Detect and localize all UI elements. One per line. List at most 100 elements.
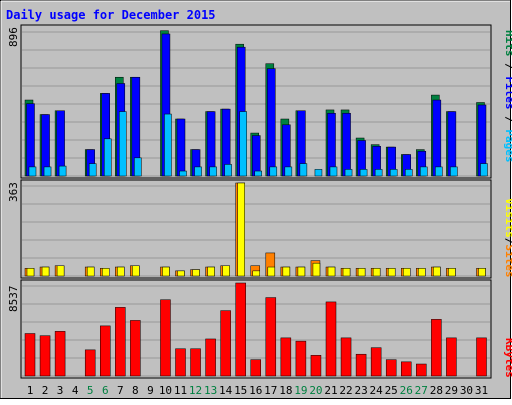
bar-visits: [478, 268, 486, 277]
bar-pages: [209, 166, 217, 177]
bar-visits: [177, 270, 185, 277]
x-axis-labels: 1 2 3 4 5 6 7 8 9 10 11 12 13 14 15 16 17 18 19 20 21 22 23 24 2…: [27, 384, 488, 397]
bar-visits: [207, 266, 215, 277]
x-tick-label: 12: [189, 384, 202, 397]
bar-kbytes: [130, 320, 141, 377]
bar-files: [447, 111, 457, 177]
bar-visits: [56, 265, 65, 277]
x-tick-label: 6: [102, 384, 109, 397]
bar-pages: [420, 166, 428, 177]
bar-pages: [284, 166, 293, 177]
x-tick-label: 5: [87, 384, 94, 397]
ymax-label-middle: 363: [7, 182, 20, 202]
bar-pages: [389, 169, 398, 177]
bar-kbytes: [310, 355, 322, 377]
svg-text:KBytes: KBytes: [503, 338, 512, 378]
bar-visits: [433, 266, 441, 277]
legend-visits-label: Visits: [503, 198, 512, 238]
x-tick-label: 9: [147, 384, 154, 397]
bar-kbytes: [160, 299, 171, 377]
bar-kbytes: [54, 331, 66, 377]
bar-kbytes: [250, 359, 261, 377]
x-tick-label: 24: [370, 384, 384, 397]
bar-kbytes: [205, 338, 216, 377]
bar-pages: [269, 166, 278, 177]
x-tick-label: 20: [309, 384, 322, 397]
x-tick-label: 17: [264, 384, 277, 397]
bar-kbytes: [115, 307, 126, 377]
bar-pages: [254, 170, 262, 177]
chart-title: Daily usage for December 2015: [6, 8, 216, 22]
x-tick-label: 4: [72, 384, 79, 397]
bar-visits: [26, 268, 35, 277]
bar-pages: [405, 169, 413, 177]
bar-layer: [24, 30, 488, 377]
bar-kbytes: [100, 325, 111, 377]
bar-kbytes: [446, 337, 457, 377]
bar-pages: [374, 169, 383, 177]
bar-files: [342, 112, 351, 177]
bar-files: [327, 112, 336, 177]
bar-visits: [327, 266, 336, 277]
x-tick-label: 26: [400, 384, 413, 397]
bar-files: [432, 99, 442, 177]
bar-kbytes: [325, 301, 337, 377]
x-tick-label: 25: [385, 384, 398, 397]
bar-visits: [342, 268, 351, 277]
x-tick-label: 21: [324, 384, 337, 397]
bar-files: [252, 135, 261, 177]
x-tick-label: 1: [27, 384, 34, 397]
legend-bottom: KBytes: [503, 338, 512, 378]
bar-pages: [480, 163, 488, 177]
x-tick-label: 15: [234, 384, 247, 397]
bar-pages: [28, 166, 37, 177]
x-tick-label: 22: [339, 384, 352, 397]
bar-pages: [299, 163, 308, 177]
bar-kbytes: [220, 310, 231, 377]
bar-visits: [418, 268, 426, 277]
ymax-label-top: 896: [7, 27, 20, 47]
x-tick-label: 23: [354, 384, 367, 397]
bar-files: [206, 111, 216, 177]
x-tick-label: 31: [475, 384, 488, 397]
x-tick-label: 18: [279, 384, 292, 397]
bar-visits: [162, 266, 170, 277]
bar-visits: [312, 262, 321, 277]
bar-pages: [179, 170, 187, 177]
bar-pages: [194, 166, 202, 177]
legend-sites-label: Sites: [503, 244, 512, 277]
bar-visits: [132, 265, 140, 277]
svg-text:Hits / Files / Pages: Hits / Files / Pages: [503, 30, 512, 163]
bar-pages: [58, 165, 67, 177]
x-tick-label: 2: [42, 384, 49, 397]
x-tick-label: 11: [174, 384, 187, 397]
bar-pages: [43, 166, 52, 177]
bar-pages: [314, 169, 323, 177]
bar-visits: [267, 266, 276, 277]
bar-visits: [252, 270, 260, 277]
bar-kbytes: [370, 347, 382, 377]
x-tick-label: 30: [460, 384, 473, 397]
bar-kbytes: [431, 319, 442, 377]
bar-kbytes: [355, 353, 367, 377]
bar-kbytes: [340, 337, 352, 377]
bar-visits: [387, 268, 396, 277]
legend-hits-label: Hits: [503, 30, 512, 57]
bar-files: [26, 103, 35, 177]
bar-kbytes: [416, 363, 427, 377]
x-tick-label: 14: [219, 384, 233, 397]
ymax-label-bottom: 8537: [7, 286, 20, 313]
bar-pages: [119, 111, 127, 177]
x-tick-label: 19: [294, 384, 307, 397]
x-tick-label: 3: [57, 384, 64, 397]
bar-kbytes: [175, 348, 186, 377]
x-tick-label: 8: [132, 384, 139, 397]
bar-pages: [224, 164, 232, 177]
bar-kbytes: [385, 359, 397, 377]
x-tick-label: 29: [445, 384, 458, 397]
bar-visits: [102, 268, 110, 277]
bar-visits: [41, 266, 50, 277]
svg-text:Visits/Sites: Visits/Sites: [503, 198, 512, 278]
